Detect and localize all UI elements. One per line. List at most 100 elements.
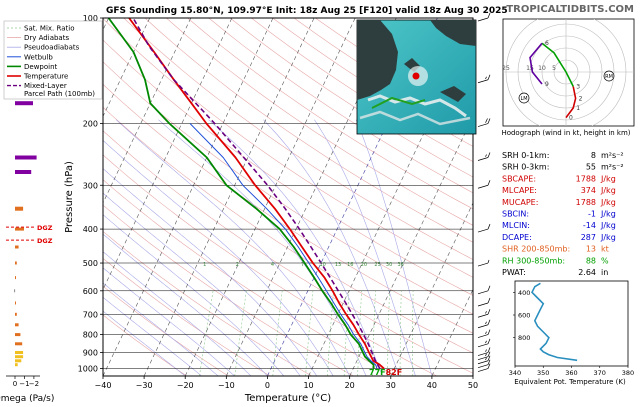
omega-bar (15, 170, 32, 174)
omega-bar (15, 333, 21, 337)
x-tick-label: 20 (345, 381, 355, 390)
dry-adiabat-line (166, 18, 473, 226)
dry-adiabat-line (103, 18, 473, 278)
mixing-ratio-line (234, 290, 247, 376)
legend-label-line: Dry Adiabats (24, 34, 69, 42)
dgz-label: DGZ (37, 224, 53, 232)
thetae-y-tick-label: 600 (518, 312, 530, 320)
y-tick-label: 1000 (78, 365, 98, 374)
thetae-panel: 340 350 360 370 380 400 600 800 Equivalent Pot.… (509, 280, 634, 386)
dry-adiabat-line (103, 314, 187, 376)
pseudoadiabat-line (103, 282, 219, 376)
index-unit: m²s⁻² (601, 163, 624, 172)
index-unit: J/kg (600, 221, 616, 230)
y-tick-label: 300 (83, 181, 98, 190)
thetae-profile (531, 282, 578, 362)
legend-label-mixing: Sat. Mix. Ratio (24, 25, 74, 33)
hodograph-trace (529, 42, 543, 85)
legend-label-line: Wetbulb (24, 53, 53, 61)
hodograph-ring-label: 5 (552, 65, 556, 72)
parcel-path-profile (132, 18, 381, 369)
omega-panel: DGZ DGZ 0−1−2 Omega (Pa/s) (0, 101, 54, 404)
wind-barb-flag (487, 355, 491, 361)
mixing-ratio-label: 30 (386, 262, 392, 268)
mixing-ratio-label: 7 (301, 262, 304, 268)
wind-barb-half-flag (485, 349, 487, 352)
thetae-y-tick-label: 800 (518, 334, 530, 342)
index-label: SRH 0-1km: (502, 151, 549, 160)
legend-label-moist: Pseudoadiabats (24, 44, 80, 52)
x-tick-label: −40 (95, 381, 112, 390)
wind-barb-flag (487, 118, 491, 124)
hodograph-ring-label: 25 (502, 65, 510, 72)
legend-label-dry: Dry Adiabats (24, 34, 69, 42)
omega-bar (15, 276, 16, 280)
index-unit: J/kg (600, 198, 616, 207)
omega-bar (15, 342, 23, 346)
omega-bar (15, 351, 24, 354)
pseudoadiabat-line (103, 214, 285, 376)
dry-adiabat-line (103, 39, 473, 296)
isotherm-line (390, 202, 473, 376)
index-value: 55 (586, 163, 596, 172)
pseudoadiabat-line (103, 168, 318, 376)
y-tick-label: 400 (83, 225, 98, 234)
storm-motion-lm-icon (518, 92, 530, 104)
mixing-ratio-line (327, 290, 334, 376)
x-tick-label: 10 (303, 381, 313, 390)
x-tick-label: −20 (177, 381, 194, 390)
dry-adiabat-line (103, 106, 473, 354)
wind-barb-flag (487, 363, 491, 369)
index-value: 88 (586, 256, 596, 265)
wind-barb-flag (487, 223, 491, 230)
isotherm-line (143, 18, 315, 376)
index-unit: in (601, 268, 608, 277)
wind-barb (477, 352, 489, 356)
hodograph-panel: 25 15 10 5 01 2 3 6 9 LM RM Hodograph (wind in kt,… (501, 18, 635, 137)
hodograph-caption: Hodograph (wind in kt, height in km) (501, 129, 630, 137)
omega-bar (15, 323, 19, 327)
legend-label-temperature: Temperature (23, 73, 68, 81)
mixing-ratio-label: 4 (271, 262, 274, 268)
omega-bar (15, 245, 19, 249)
omega-bar (15, 359, 22, 363)
hodograph-height-label: 2 (579, 95, 583, 102)
index-unit: m²s⁻² (601, 151, 624, 160)
wind-barb (477, 79, 489, 84)
x-tick-label: 40 (427, 381, 437, 390)
y-tick-label: 100 (83, 14, 98, 23)
hodograph-trace (565, 86, 577, 119)
legend-label-line: Parcel Path (100mb) (24, 90, 95, 98)
mixing-ratio-label: 20 (361, 262, 367, 268)
wind-barb-flag (487, 347, 491, 353)
hodograph-height-label: 9 (545, 81, 549, 88)
hodograph-ring-label: 10 (538, 65, 546, 72)
hodograph-height-label: 1 (576, 105, 580, 112)
isotherm-line (103, 18, 233, 291)
dry-adiabat-line (187, 18, 473, 210)
wind-barb-half-flag (485, 357, 487, 361)
mixing-ratio-label: 1 (203, 262, 206, 268)
pseudoadiabat-line (103, 296, 202, 376)
index-unit: J/kg (600, 233, 616, 242)
hodograph-height-label: 0 (569, 115, 573, 122)
wind-barb (477, 313, 489, 318)
index-value: 8 (591, 151, 596, 160)
wind-barb-flag (487, 329, 491, 335)
mixing-ratio-labels: 1 2 4 7 10 13 16 20 25 30 36 (203, 262, 404, 268)
wind-barb-flag (487, 180, 491, 186)
index-unit: J/kg (600, 210, 616, 219)
index-label: SHR 200-850mb: (502, 245, 570, 254)
x-tick-label: −10 (218, 381, 235, 390)
y-tick-label: 200 (83, 120, 98, 129)
legend-label-wetbulb: Wetbulb (24, 53, 53, 61)
legend-label-line: Pseudoadiabats (24, 44, 80, 52)
index-label: SBCAPE: (502, 174, 536, 183)
brand-watermark: TROPICALTIDBITS.COM (506, 4, 634, 15)
pseudoadiabat-line (103, 233, 268, 376)
wind-barb (477, 184, 489, 189)
satellite-inset (356, 19, 477, 135)
isotherm-line (103, 18, 192, 204)
location-marker-icon (412, 72, 420, 80)
